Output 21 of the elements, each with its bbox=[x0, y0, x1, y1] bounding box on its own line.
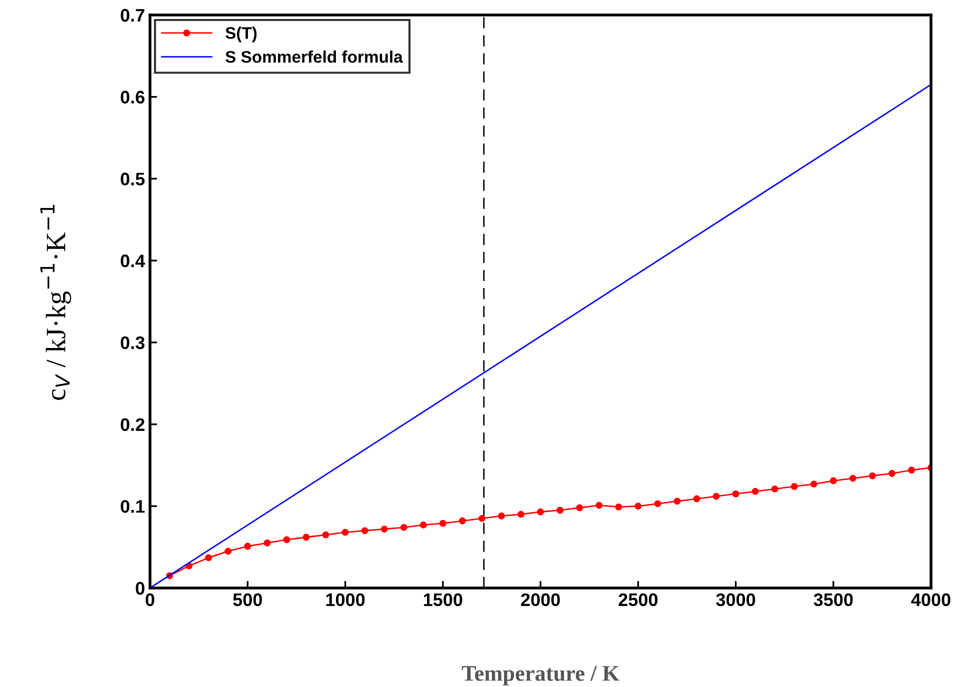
y-tick-label: 0.2 bbox=[120, 418, 144, 432]
x-tick-label: 4000 bbox=[911, 593, 950, 606]
y-tick-label: 0.1 bbox=[120, 500, 145, 513]
y-tick-label: 0.3 bbox=[120, 336, 144, 350]
x-tick-label: 2500 bbox=[618, 593, 658, 606]
y-tick-label: 0.4 bbox=[120, 254, 146, 268]
x-tick-label: 3000 bbox=[716, 593, 756, 606]
y-tick-label: 0.6 bbox=[120, 90, 144, 104]
x-tick-label: 1500 bbox=[424, 593, 462, 606]
x-tick-label: 0 bbox=[146, 593, 154, 606]
legend-label: S(T) bbox=[225, 26, 257, 42]
x-tick-label: 500 bbox=[233, 593, 262, 606]
legend-label: S Sommerfeld formula bbox=[225, 50, 403, 63]
x-axis-title: Temperature / K bbox=[462, 666, 620, 686]
y-tick-label: 0.7 bbox=[120, 8, 144, 22]
y-tick-label: 0 bbox=[136, 582, 144, 595]
x-tick-label: 1000 bbox=[326, 593, 365, 606]
y-tick-label: 0.5 bbox=[120, 172, 145, 186]
x-tick-label: 2000 bbox=[521, 593, 560, 606]
x-tick-label: 3500 bbox=[814, 593, 853, 606]
y-axis-title: c$_{V}$ / kJ·kg$^{−1}$·K$^{−1}$ bbox=[40, 204, 72, 400]
